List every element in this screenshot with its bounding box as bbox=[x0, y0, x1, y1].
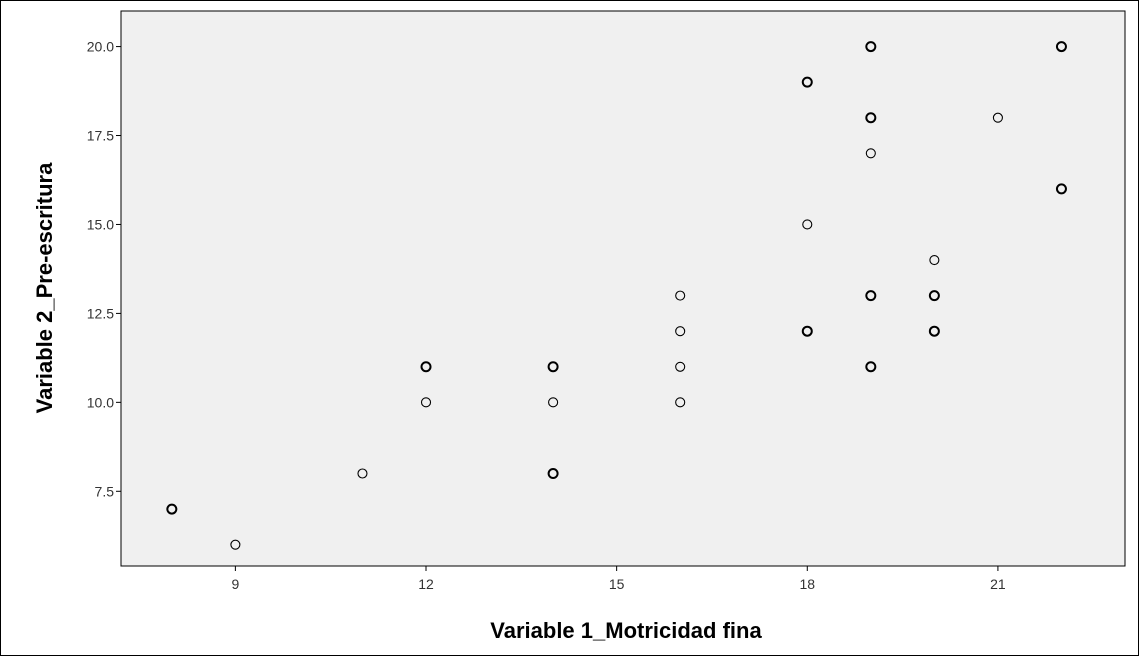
data-point bbox=[675, 397, 686, 408]
data-point bbox=[420, 361, 432, 373]
data-point bbox=[928, 290, 940, 302]
data-point bbox=[675, 326, 686, 337]
y-axis-title: Variable 2_Pre-escritura bbox=[32, 162, 57, 413]
y-tick-label: 17.5 bbox=[87, 128, 114, 144]
y-tick-label: 15.0 bbox=[87, 216, 114, 232]
data-point bbox=[547, 361, 559, 373]
x-tick-label: 12 bbox=[418, 576, 434, 592]
x-tick-label: 9 bbox=[231, 576, 239, 592]
x-axis: 9 12 15 18 21 bbox=[231, 566, 1006, 592]
x-tick-label: 15 bbox=[609, 576, 625, 592]
data-point bbox=[865, 148, 876, 159]
data-point bbox=[357, 468, 368, 479]
data-point bbox=[801, 325, 813, 337]
y-tick-label: 7.5 bbox=[95, 483, 115, 499]
data-point bbox=[929, 254, 940, 266]
data-point bbox=[865, 112, 877, 124]
y-tick-label: 20.0 bbox=[87, 39, 114, 55]
data-point bbox=[230, 539, 241, 550]
data-points bbox=[166, 41, 1067, 550]
data-point bbox=[548, 397, 559, 408]
data-point bbox=[675, 290, 686, 301]
data-point bbox=[1055, 183, 1067, 195]
data-point bbox=[547, 468, 559, 479]
data-point bbox=[865, 290, 877, 302]
data-point bbox=[928, 325, 940, 337]
y-tick-label: 10.0 bbox=[87, 394, 114, 410]
data-point bbox=[166, 503, 178, 515]
y-tick-label: 12.5 bbox=[87, 305, 114, 321]
x-tick-label: 21 bbox=[990, 576, 1006, 592]
x-tick-label: 18 bbox=[799, 576, 815, 592]
data-point bbox=[992, 112, 1003, 123]
y-axis: 7.5 10.0 12.5 15.0 17.5 20.0 bbox=[87, 39, 121, 499]
data-point bbox=[420, 397, 432, 408]
data-point bbox=[802, 219, 813, 230]
data-point bbox=[865, 41, 877, 53]
data-point bbox=[675, 361, 686, 372]
x-axis-title: Variable 1_Motricidad fina bbox=[490, 618, 762, 643]
data-point bbox=[865, 361, 877, 373]
data-point bbox=[1055, 41, 1067, 53]
plot-area bbox=[120, 10, 1126, 567]
data-point bbox=[801, 76, 813, 88]
